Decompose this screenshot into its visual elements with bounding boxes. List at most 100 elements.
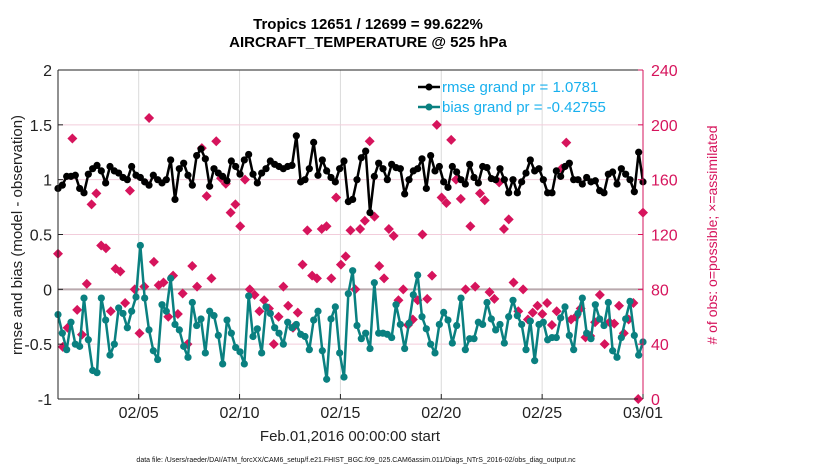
y2-tick-label: 80: [651, 282, 669, 299]
obs-count-point: [609, 318, 620, 329]
rmse-point: [76, 184, 84, 193]
bias-point: [240, 360, 248, 368]
rmse-point: [93, 161, 101, 170]
bias-point: [552, 333, 560, 342]
bias-point: [106, 351, 114, 359]
rmse-point: [227, 157, 235, 165]
bias-point: [583, 329, 591, 337]
bias-line: [56, 244, 645, 381]
rmse-point: [513, 189, 521, 197]
bias-point: [167, 274, 175, 282]
rmse-point: [223, 177, 231, 185]
x-ticks: 02/05 02/10 02/15 02/20 02/25 03/01: [119, 394, 663, 422]
rmse-point: [500, 176, 508, 184]
y2-tick-label: 160: [651, 173, 678, 190]
bias-point: [115, 304, 123, 312]
rmse-point: [422, 184, 430, 193]
bias-point: [357, 335, 365, 343]
rmse-point: [305, 165, 313, 173]
obs-count-point: [235, 221, 246, 232]
obs-count-point: [551, 306, 562, 317]
obs-count-point: [115, 266, 126, 277]
obs-count-point: [383, 224, 394, 235]
bias-point: [457, 294, 465, 302]
obs-count-point: [124, 185, 135, 196]
rmse-point: [375, 159, 383, 167]
rmse-point: [457, 176, 465, 184]
obs-count-point: [120, 298, 131, 309]
obs-count-point: [427, 270, 438, 281]
bias-point: [440, 308, 448, 316]
obs-count-point: [388, 230, 399, 241]
rmse-point: [548, 189, 556, 197]
chart-title-line2: AIRCRAFT_TEMPERATURE @ 525 hPa: [229, 34, 507, 51]
rmse-point: [180, 159, 188, 167]
bias-point: [305, 346, 313, 354]
rmse-point: [353, 176, 361, 184]
y2-tick-label: 120: [651, 228, 678, 245]
rmse-point: [240, 156, 248, 164]
bias-point: [396, 320, 404, 329]
obs-count-point: [321, 221, 332, 232]
rmse-point: [175, 165, 183, 173]
obs-count-point: [422, 293, 433, 304]
obs-count-point: [244, 284, 255, 295]
obs-count-point: [537, 309, 548, 320]
chart-title-line1: Tropics 12651 / 12699 = 99.622%: [253, 16, 483, 33]
bias-point: [80, 294, 88, 302]
rmse-point: [401, 190, 409, 198]
rmse-point: [461, 180, 469, 188]
obs-count-point: [359, 215, 370, 226]
rmse-point: [258, 169, 266, 177]
obs-count-point: [278, 281, 289, 292]
bias-point: [492, 326, 500, 334]
rmse-point: [414, 165, 422, 173]
bias-point: [301, 332, 309, 341]
rmse-point: [609, 168, 617, 176]
rmse-point: [162, 176, 170, 184]
rmse-point: [123, 176, 131, 184]
obs-count-point: [498, 224, 509, 235]
obs-count-point: [518, 284, 529, 295]
rmse-point: [535, 165, 543, 173]
bias-point: [518, 320, 526, 329]
bias-point: [596, 315, 604, 323]
bias-point: [154, 355, 162, 364]
bias-point: [431, 349, 439, 357]
legend: rmse grand pr = 1.0781 bias grand pr = -…: [418, 79, 606, 116]
obs-count-point: [240, 174, 251, 185]
obs-count-point: [105, 306, 116, 317]
y-axis-label: rmse and bias (model - observation): [9, 115, 26, 355]
bias-point: [245, 292, 253, 300]
rmse-point: [323, 167, 331, 175]
bias-point: [318, 347, 326, 355]
rmse-point: [496, 165, 504, 173]
y-tick-label: -1: [38, 392, 52, 409]
rmse-point: [80, 189, 88, 197]
bias-point: [223, 316, 231, 324]
bias-point: [570, 346, 578, 354]
bias-point: [188, 298, 196, 307]
bias-point: [119, 309, 127, 318]
rmse-point: [379, 165, 387, 173]
rmse-point: [84, 170, 92, 178]
rmse-point: [635, 148, 643, 156]
bias-point: [409, 291, 417, 299]
obs-count-point: [283, 300, 294, 311]
bias-point: [123, 324, 131, 332]
rmse-point: [357, 154, 365, 162]
bias-point: [622, 315, 630, 323]
obs-count-point: [465, 221, 476, 232]
bias-point: [353, 321, 361, 330]
obs-count-point: [614, 300, 625, 311]
rmse-point: [574, 176, 582, 184]
obs-count-point: [474, 188, 485, 199]
bias-point: [539, 318, 547, 326]
bias-point: [84, 336, 92, 344]
obs-count-point: [72, 304, 83, 315]
rmse-point: [71, 171, 79, 179]
obs-count-point: [532, 300, 543, 311]
rmse-point: [366, 208, 374, 217]
bias-point: [509, 296, 517, 304]
obs-count-point: [441, 197, 452, 208]
